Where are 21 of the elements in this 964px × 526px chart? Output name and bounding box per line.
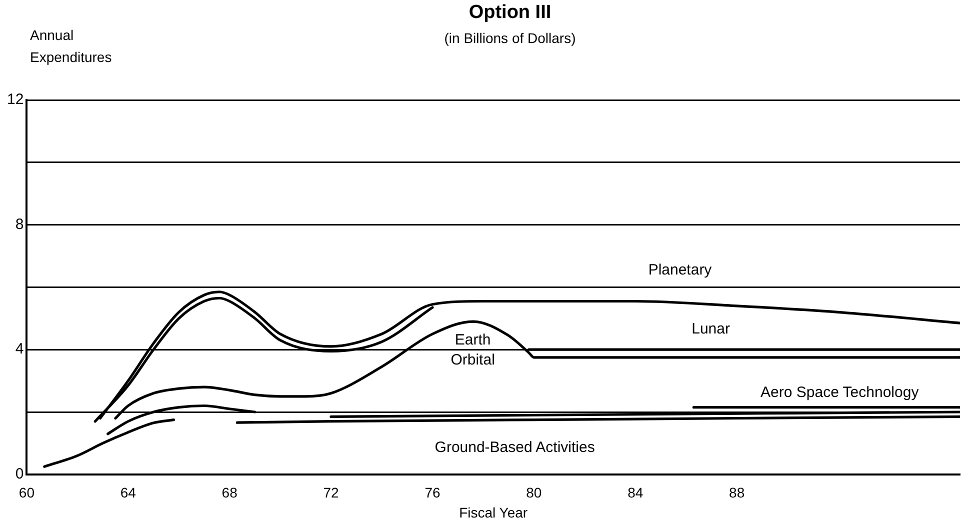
x-tick-label: 64 [120, 484, 136, 501]
x-axis-title: Fiscal Year [459, 504, 528, 520]
y-tick-label: 12 [6, 91, 24, 108]
x-tick-label: 80 [526, 484, 542, 501]
x-tick-label: 84 [628, 484, 644, 501]
y-tick-label: 8 [15, 216, 24, 233]
annotation: Aero Space Technology [760, 384, 920, 401]
chart-title: Option III [468, 2, 552, 24]
x-tick-label: 76 [424, 484, 440, 501]
y-tick-label: 4 [15, 340, 24, 358]
x-tick-label: 60 [18, 484, 35, 501]
x-tick-label: 88 [729, 484, 745, 501]
annotation: Earth Orbital [450, 332, 495, 369]
x-tick-label: 72 [323, 484, 340, 501]
x-tick-label: 68 [222, 484, 238, 501]
annotation: Lunar [692, 320, 730, 338]
y-tick-label: 0 [15, 466, 24, 483]
y-axis-title: Annual Expenditures [30, 26, 113, 67]
annotation: Planetary [648, 261, 712, 278]
annotation: Ground-Based Activities [434, 438, 595, 456]
chart-subtitle: (in Billions of Dollars) [443, 30, 577, 46]
